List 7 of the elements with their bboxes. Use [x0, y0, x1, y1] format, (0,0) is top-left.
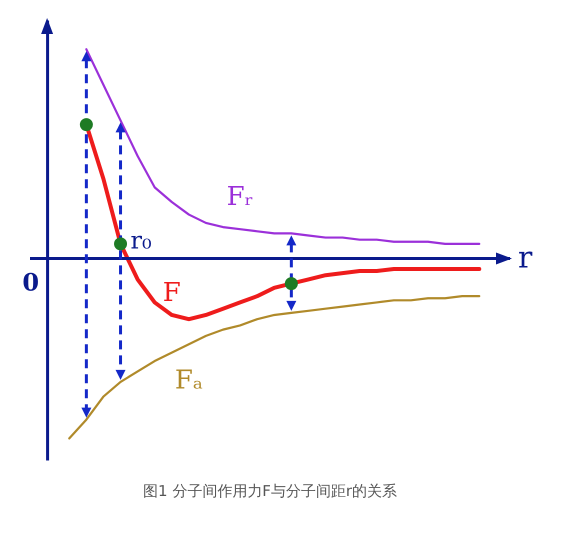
annotation: r₀: [130, 226, 152, 254]
x-axis-title: r: [518, 240, 533, 276]
text: 0: [22, 267, 40, 296]
text: 图1 分子间作用力F与分子间距r的关系: [142, 482, 398, 500]
series-label: Fᵣ: [226, 182, 254, 212]
series-label: F: [162, 278, 181, 308]
series-label: Fₐ: [174, 365, 203, 396]
